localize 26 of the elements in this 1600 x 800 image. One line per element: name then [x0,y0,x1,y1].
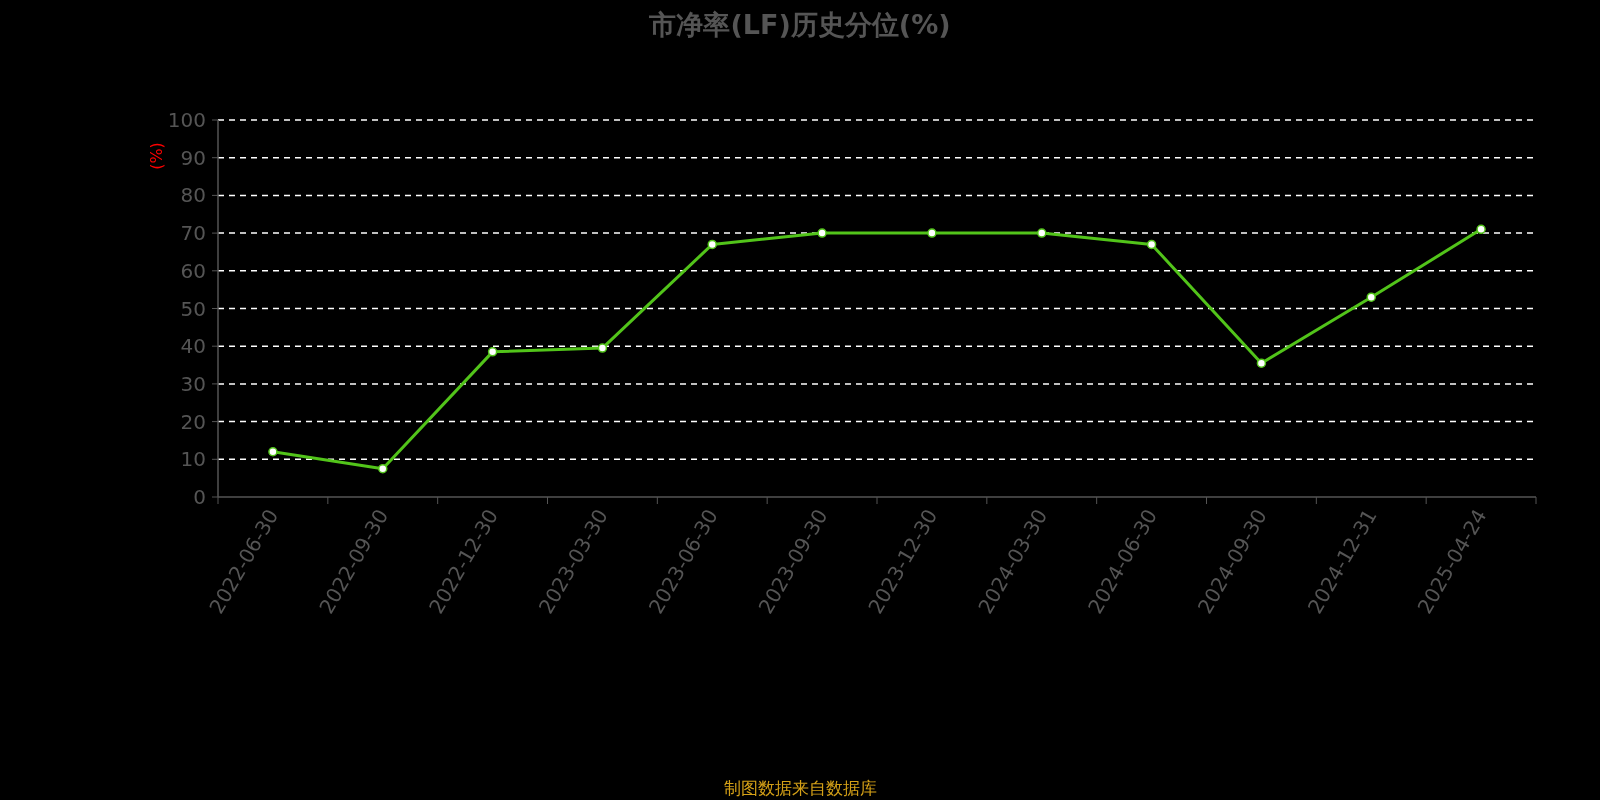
y-tick-label: 20 [180,409,206,434]
y-tick-label: 50 [180,296,206,321]
point [1476,224,1486,235]
point [707,239,717,250]
text: 制图数据来自数据库 [723,778,877,798]
point [1037,228,1047,238]
y-tick-label: 60 [180,258,206,283]
point [378,463,388,474]
point [927,228,937,238]
y-tick-label: 80 [180,183,206,208]
point [817,228,827,238]
y-tick-label: 90 [180,145,206,170]
point [1146,239,1157,250]
y-axis-title: (%) [147,142,166,170]
point [487,347,498,357]
point [268,447,278,457]
y-tick-label: 0 [193,485,206,509]
chart-title: 市净率(LF)历史分位(%) [648,9,951,40]
point [1366,292,1376,302]
y-tick-label: 30 [180,371,206,396]
y-tick-label: 40 [180,334,206,359]
y-tick-label: 100 [167,108,206,132]
y-tick-label: 10 [180,447,206,472]
y-tick-label: 70 [180,221,206,246]
point [1256,358,1267,368]
point [597,343,608,353]
